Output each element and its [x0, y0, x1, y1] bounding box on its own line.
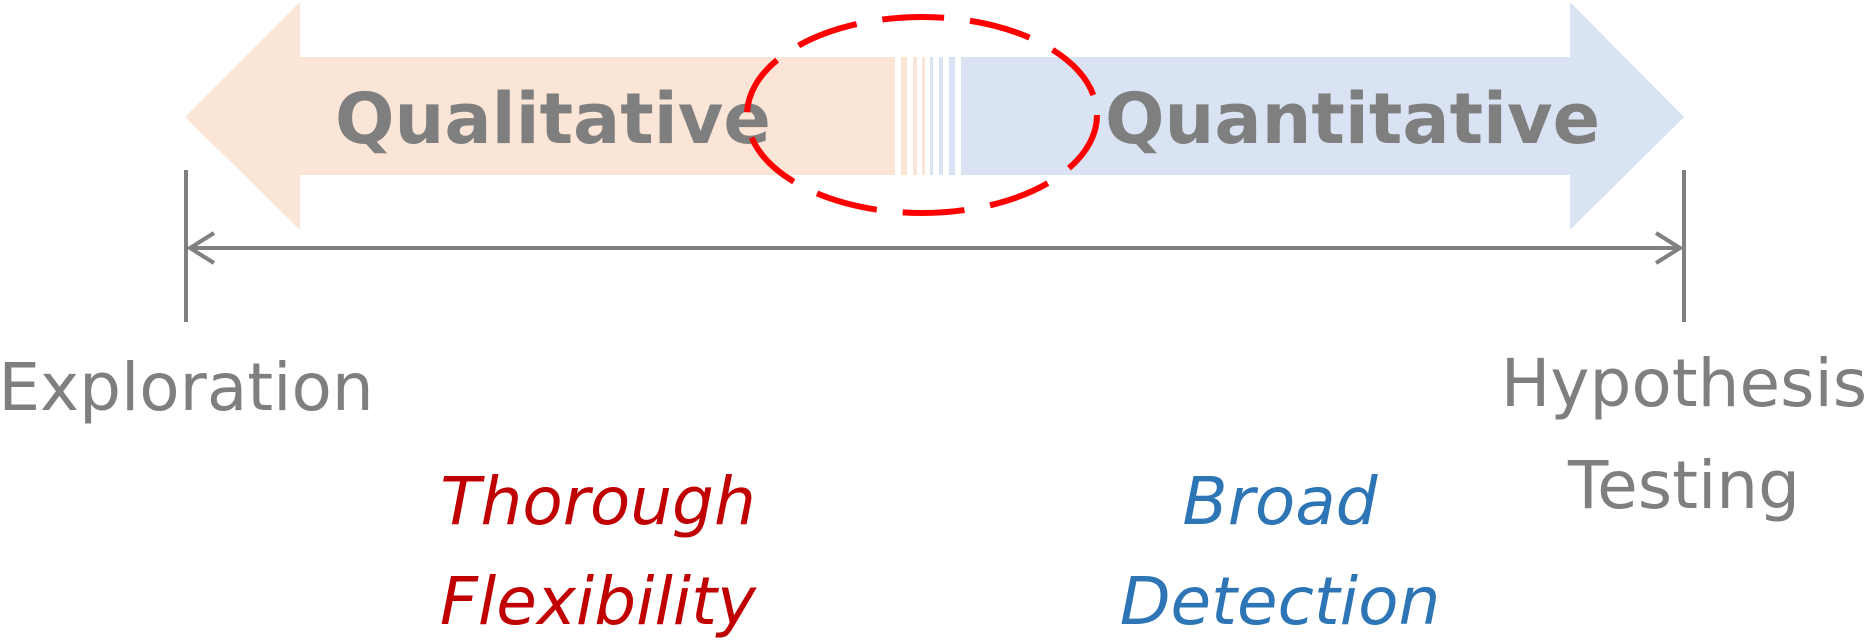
quantitative-label: Quantitative	[1105, 78, 1600, 160]
broad-label: Broad	[1182, 463, 1378, 540]
overlap-highlight-ellipse	[744, 14, 1100, 216]
exploration-label: Exploration	[0, 349, 374, 426]
thorough-label: Thorough	[440, 463, 756, 540]
transition-stripes	[901, 57, 975, 175]
qualitative-arrow	[185, 2, 895, 230]
spectrum-axis	[184, 170, 1686, 322]
axis-left-arrowhead	[186, 231, 216, 265]
detection-label: Detection	[1120, 563, 1441, 640]
axis-right-arrowhead	[1654, 231, 1684, 265]
testing-label: Testing	[1567, 447, 1800, 524]
qualitative-label: Qualitative	[335, 78, 771, 160]
quantitative-arrow	[975, 2, 1684, 230]
hypothesis-label: Hypothesis	[1501, 345, 1867, 422]
flexibility-label: Flexibility	[440, 563, 757, 640]
